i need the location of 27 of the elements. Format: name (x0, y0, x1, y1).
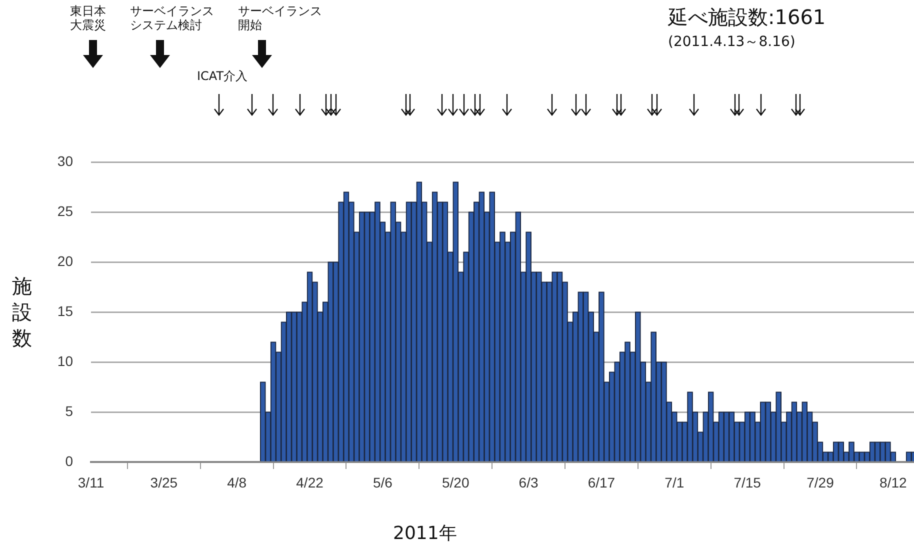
text: 東日本大震災 (70, 4, 107, 33)
x-tick-label: 6/3 (518, 474, 538, 490)
x-tick-label: 6/17 (588, 474, 616, 490)
text: サーベイランスシステム検討 (130, 4, 215, 33)
y-tick-label: 30 (57, 152, 74, 169)
y-tick-label: 15 (57, 302, 74, 319)
text: ICAT介入 (197, 69, 248, 84)
x-tick-label: 5/6 (372, 474, 393, 490)
x-tick-label: 7/1 (664, 474, 684, 490)
x-axis-title: 2011年 (393, 523, 457, 545)
y-tick-label: 10 (57, 352, 74, 369)
chart-subtitle: (2011.4.13～8.16) (668, 34, 796, 50)
x-tick-label: 4/22 (296, 474, 324, 490)
x-tick-label: 3/11 (78, 474, 104, 490)
x-tick-label: 7/15 (734, 474, 762, 490)
x-tick-label: 7/29 (806, 474, 834, 490)
x-tick-label: 3/25 (150, 474, 178, 490)
y-axis-title: 施設数 (12, 273, 33, 351)
text: サーベイランス開始 (238, 4, 323, 33)
y-tick-label: 5 (65, 402, 74, 419)
y-tick-label: 20 (57, 252, 74, 269)
x-tick-label: 4/8 (227, 474, 247, 490)
y-tick-label: 0 (65, 452, 74, 469)
x-tick-label: 5/20 (442, 474, 470, 490)
x-tick-label: 8/12 (880, 474, 907, 490)
y-tick-label: 25 (57, 202, 74, 219)
chart-title: 延べ施設数:1661 (668, 5, 826, 29)
